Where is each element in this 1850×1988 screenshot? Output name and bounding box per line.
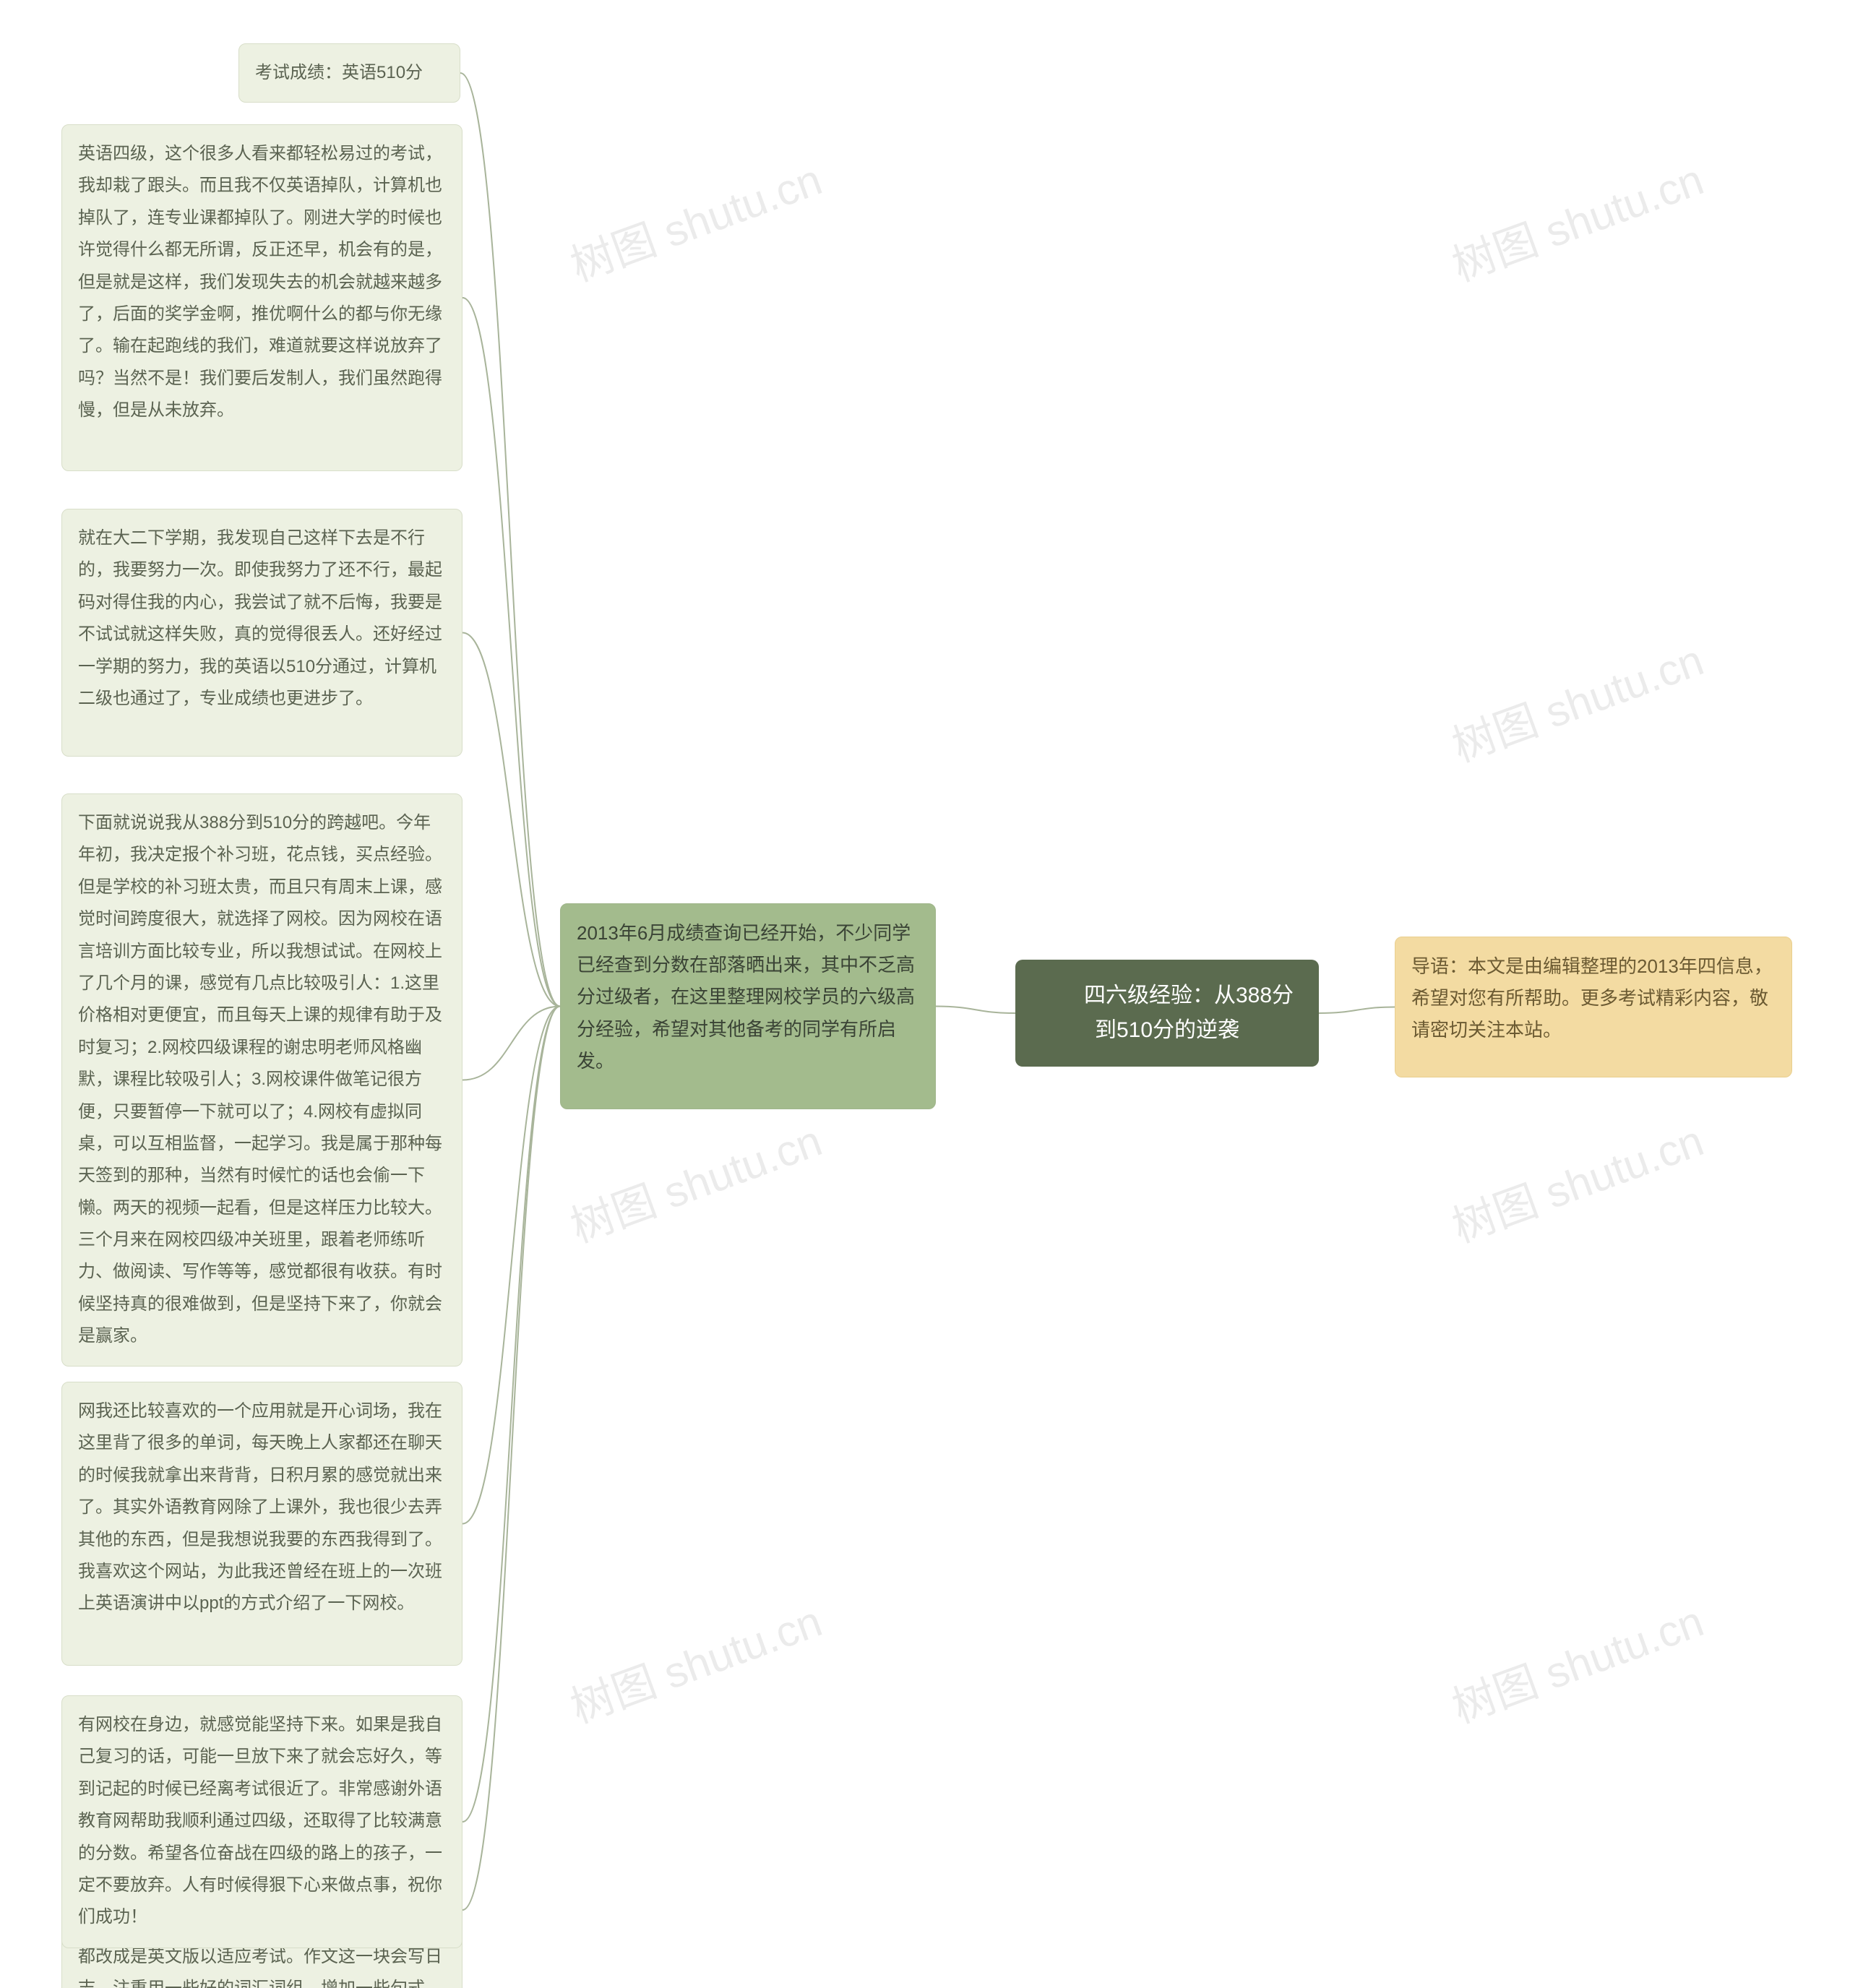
note-node: 导语：本文是由编辑整理的2013年四信息，希望对您有所帮助。更多考试精彩内容，敬… xyxy=(1395,937,1792,1077)
leaf-score: 考试成绩：英语510分 xyxy=(238,43,460,103)
leaf-p6: 有网校在身边，就感觉能坚持下来。如果是我自己复习的话，可能一旦放下来了就会忘好久… xyxy=(61,1695,462,1948)
leaf-p3: 下面就说说我从388分到510分的跨越吧。今年年初，我决定报个补习班，花点钱，买… xyxy=(61,793,462,1367)
watermark: 树图 shutu.cn xyxy=(561,145,829,293)
leaf-p1: 英语四级，这个很多人看来都轻松易过的考试，我却栽了跟头。而且我不仅英语掉队，计算… xyxy=(61,124,462,471)
leaf-p4: 网我还比较喜欢的一个应用就是开心词场，我在这里背了很多的单词，每天晚上人家都还在… xyxy=(61,1382,462,1666)
watermark: 树图 shutu.cn xyxy=(1442,625,1711,774)
watermark: 树图 shutu.cn xyxy=(1442,145,1711,293)
note-text: 导语：本文是由编辑整理的2013年四信息，希望对您有所帮助。更多考试精彩内容，敬… xyxy=(1411,955,1773,1041)
watermark: 树图 shutu.cn xyxy=(561,1106,829,1255)
leaf-p2: 就在大二下学期，我发现自己这样下去是不行的，我要努力一次。即使我努力了还不行，最… xyxy=(61,509,462,757)
intro-node: 2013年6月成绩查询已经开始，不少同学已经查到分数在部落晒出来，其中不乏高分过… xyxy=(560,903,936,1109)
watermark: 树图 shutu.cn xyxy=(561,1586,829,1735)
leaf-p4-text: 网我还比较喜欢的一个应用就是开心词场，我在这里背了很多的单词，每天晚上人家都还在… xyxy=(78,1401,442,1613)
watermark: 树图 shutu.cn xyxy=(1442,1586,1711,1735)
intro-text: 2013年6月成绩查询已经开始，不少同学已经查到分数在部落晒出来，其中不乏高分过… xyxy=(577,922,915,1072)
leaf-score-text: 考试成绩：英语510分 xyxy=(255,63,423,82)
leaf-p1-text: 英语四级，这个很多人看来都轻松易过的考试，我却栽了跟头。而且我不仅英语掉队，计算… xyxy=(78,144,442,420)
watermark: 树图 shutu.cn xyxy=(1442,1106,1711,1255)
root-node: 四六级经验：从388分到510分的逆袭 xyxy=(1015,960,1319,1067)
leaf-p2-text: 就在大二下学期，我发现自己这样下去是不行的，我要努力一次。即使我努力了还不行，最… xyxy=(78,528,442,708)
leaf-p3-text: 下面就说说我从388分到510分的跨越吧。今年年初，我决定报个补习班，花点钱，买… xyxy=(78,813,442,1346)
leaf-p6-text: 有网校在身边，就感觉能坚持下来。如果是我自己复习的话，可能一旦放下来了就会忘好久… xyxy=(78,1715,442,1927)
root-text: 四六级经验：从388分到510分的逆袭 xyxy=(1041,984,1294,1042)
